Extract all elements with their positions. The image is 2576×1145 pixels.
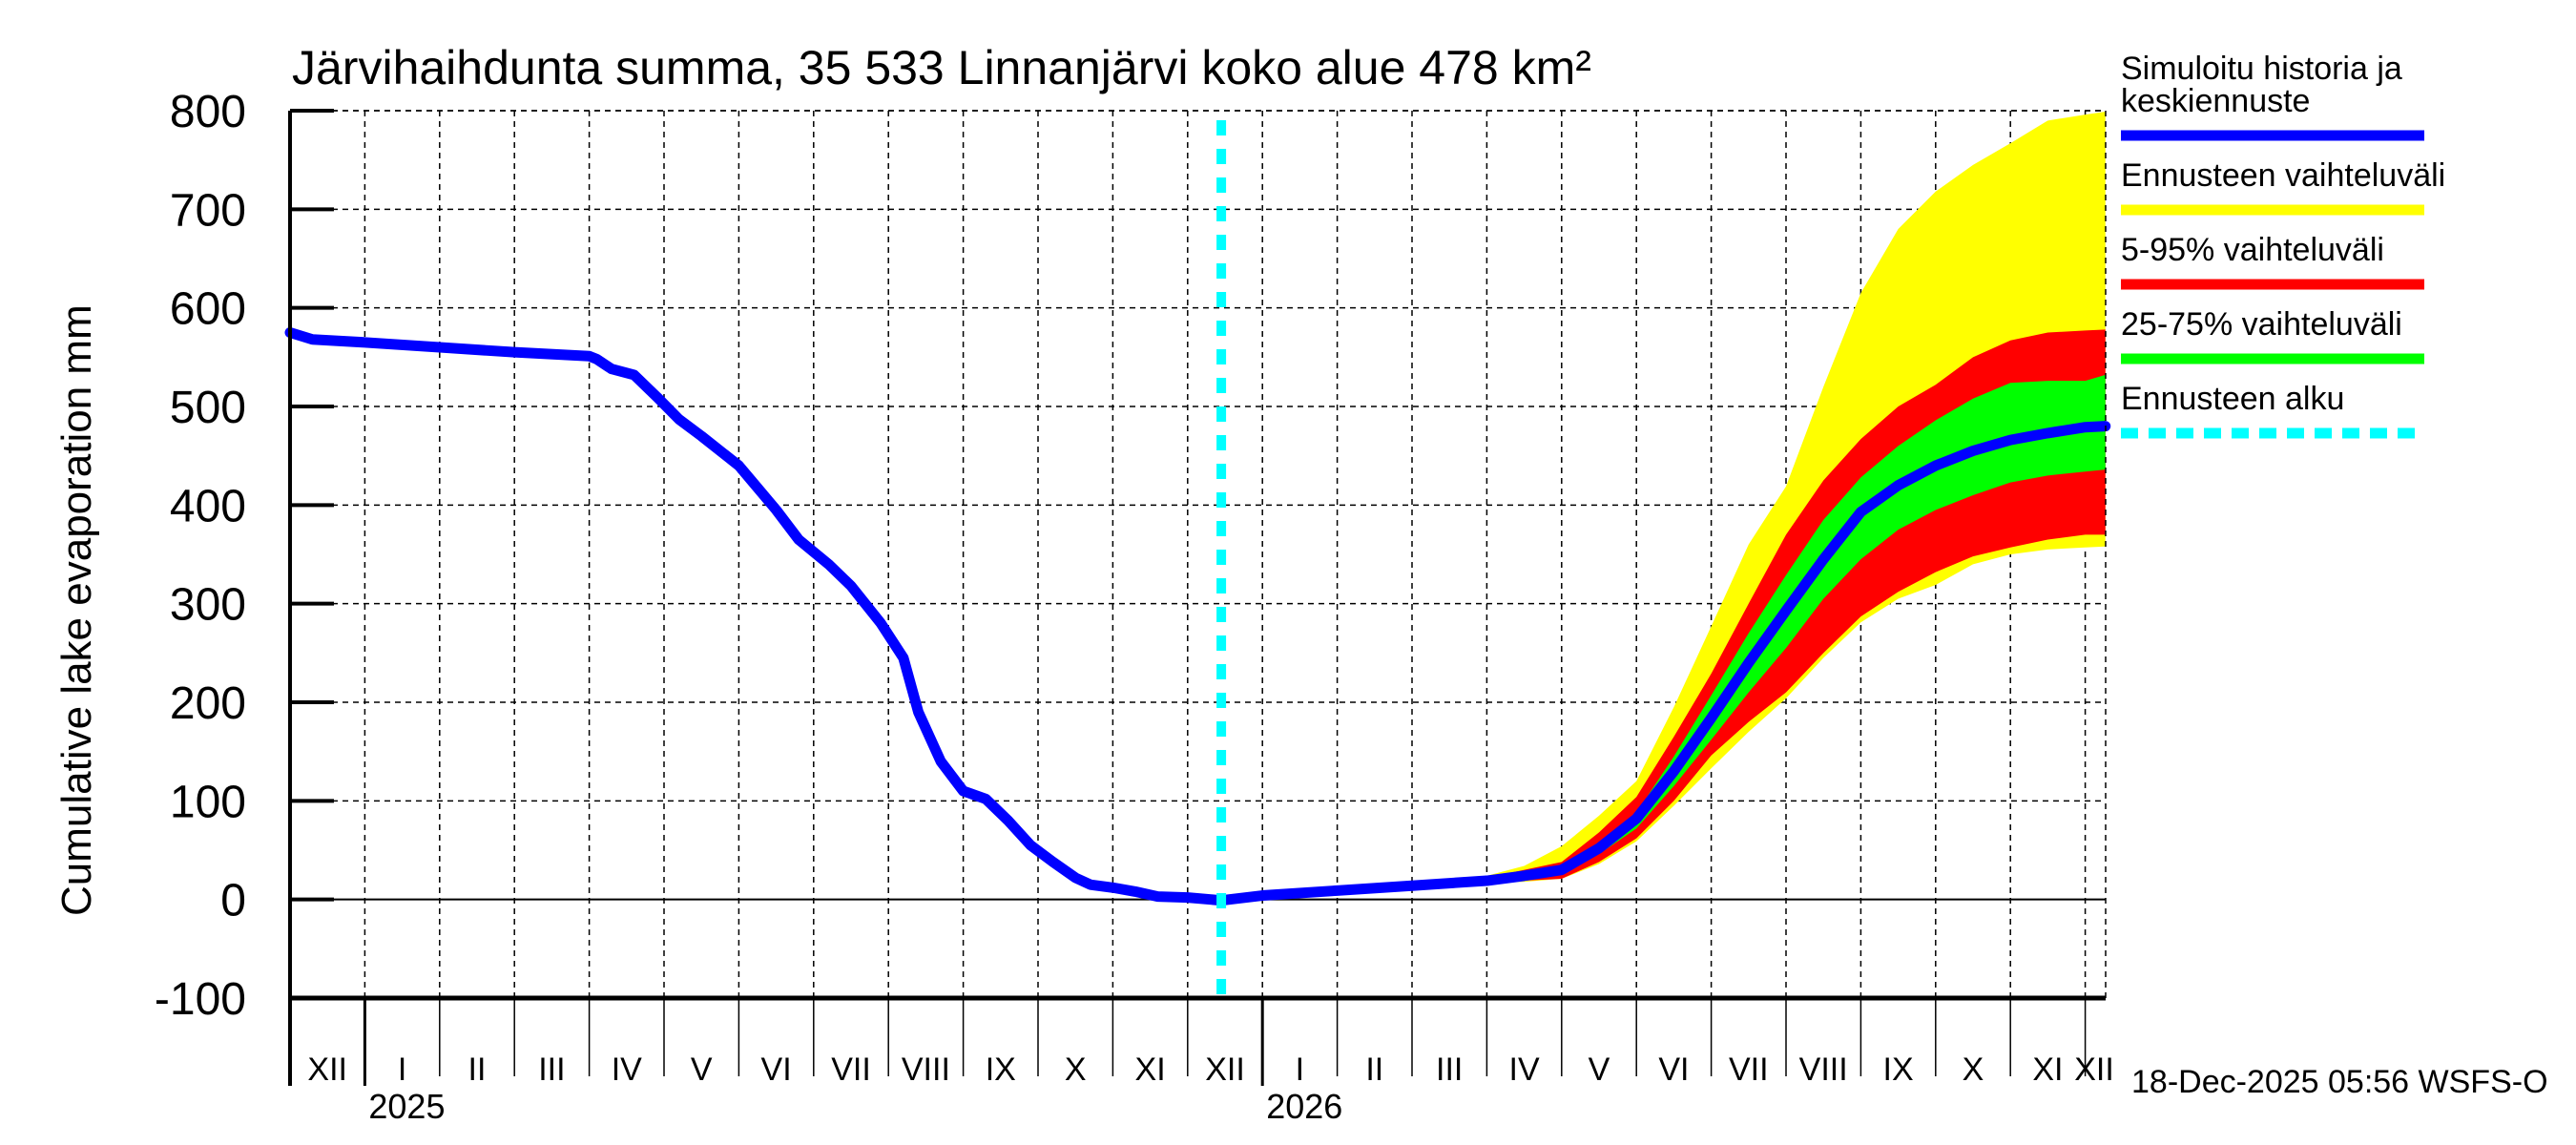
y-tick-label: 500 xyxy=(170,383,246,433)
legend-item: 25-75% vaihteluväli xyxy=(2121,306,2424,364)
month-label: VI xyxy=(761,1051,792,1088)
x-tick-labels: XII I II III IV V VI VII VIII IX X XI XII I II III IV V VI… xyxy=(307,1051,2113,1126)
series-lines xyxy=(284,120,2111,998)
legend-label: Ennusteen vaihteluväli xyxy=(2121,157,2445,194)
legend-label: Simuloitu historia ja xyxy=(2121,51,2402,87)
legend-label: Ennusteen alku xyxy=(2121,381,2344,417)
month-label: IV xyxy=(1509,1051,1540,1088)
year-label: 2026 xyxy=(1266,1087,1342,1126)
y-tick-label: 100 xyxy=(170,777,246,827)
month-label: III xyxy=(1436,1051,1463,1088)
axes xyxy=(288,109,2107,1086)
month-label: VII xyxy=(831,1051,871,1088)
band-25-75 xyxy=(1221,374,2106,901)
legend-item: Ennusteen vaihteluväli xyxy=(2121,157,2445,216)
y-axis-label: Cumulative lake evaporation mm xyxy=(53,304,100,916)
year-label: 2025 xyxy=(368,1087,445,1126)
month-label: V xyxy=(1589,1051,1610,1088)
y-tick-label: 600 xyxy=(170,284,246,335)
y-tick-label: 200 xyxy=(170,678,246,729)
month-label: IX xyxy=(986,1051,1016,1088)
month-label: X xyxy=(1963,1051,1984,1088)
month-label: VII xyxy=(1729,1051,1769,1088)
legend-label: keskiennuste xyxy=(2121,83,2310,119)
legend-item: 5-95% vaihteluväli xyxy=(2121,232,2424,290)
grid xyxy=(290,110,2106,998)
timestamp: 18-Dec-2025 05:56 WSFS-O xyxy=(2131,1064,2548,1100)
y-tick-label: -100 xyxy=(155,974,246,1025)
month-label: I xyxy=(398,1051,406,1088)
month-label: XII xyxy=(1205,1051,1245,1088)
legend-label: 5-95% vaihteluväli xyxy=(2121,232,2384,268)
month-label: X xyxy=(1065,1051,1087,1088)
forecast-bands xyxy=(1221,112,2106,901)
legend-item: Ennusteen alku xyxy=(2121,381,2424,439)
month-label: II xyxy=(1365,1051,1383,1088)
month-label: VIII xyxy=(902,1051,950,1088)
chart-title: Järvihaihdunta summa, 35 533 Linnanjärvi… xyxy=(292,41,1591,94)
month-label: VI xyxy=(1658,1051,1689,1088)
month-label: XII xyxy=(2074,1051,2114,1088)
y-tick-label: 300 xyxy=(170,580,246,631)
band-full-range xyxy=(1221,112,2106,901)
y-tick-label: 700 xyxy=(170,185,246,236)
y-tick-label: 400 xyxy=(170,481,246,531)
legend-label: 25-75% vaihteluväli xyxy=(2121,306,2402,343)
month-label: XI xyxy=(2032,1051,2063,1088)
month-label: V xyxy=(691,1051,713,1088)
month-label: XI xyxy=(1135,1051,1166,1088)
y-tick-label: 0 xyxy=(220,876,246,926)
month-label: III xyxy=(538,1051,565,1088)
month-label: II xyxy=(468,1051,487,1088)
month-label: I xyxy=(1296,1051,1304,1088)
month-label: IV xyxy=(612,1051,642,1088)
month-label: IX xyxy=(1883,1051,1914,1088)
history-median-line xyxy=(284,327,2111,906)
month-label: VIII xyxy=(1799,1051,1848,1088)
y-tick-label: 800 xyxy=(170,87,246,137)
month-label: XII xyxy=(307,1051,347,1088)
y-tick-labels: -100 0 100 200 300 400 500 600 700 800 xyxy=(155,87,246,1025)
